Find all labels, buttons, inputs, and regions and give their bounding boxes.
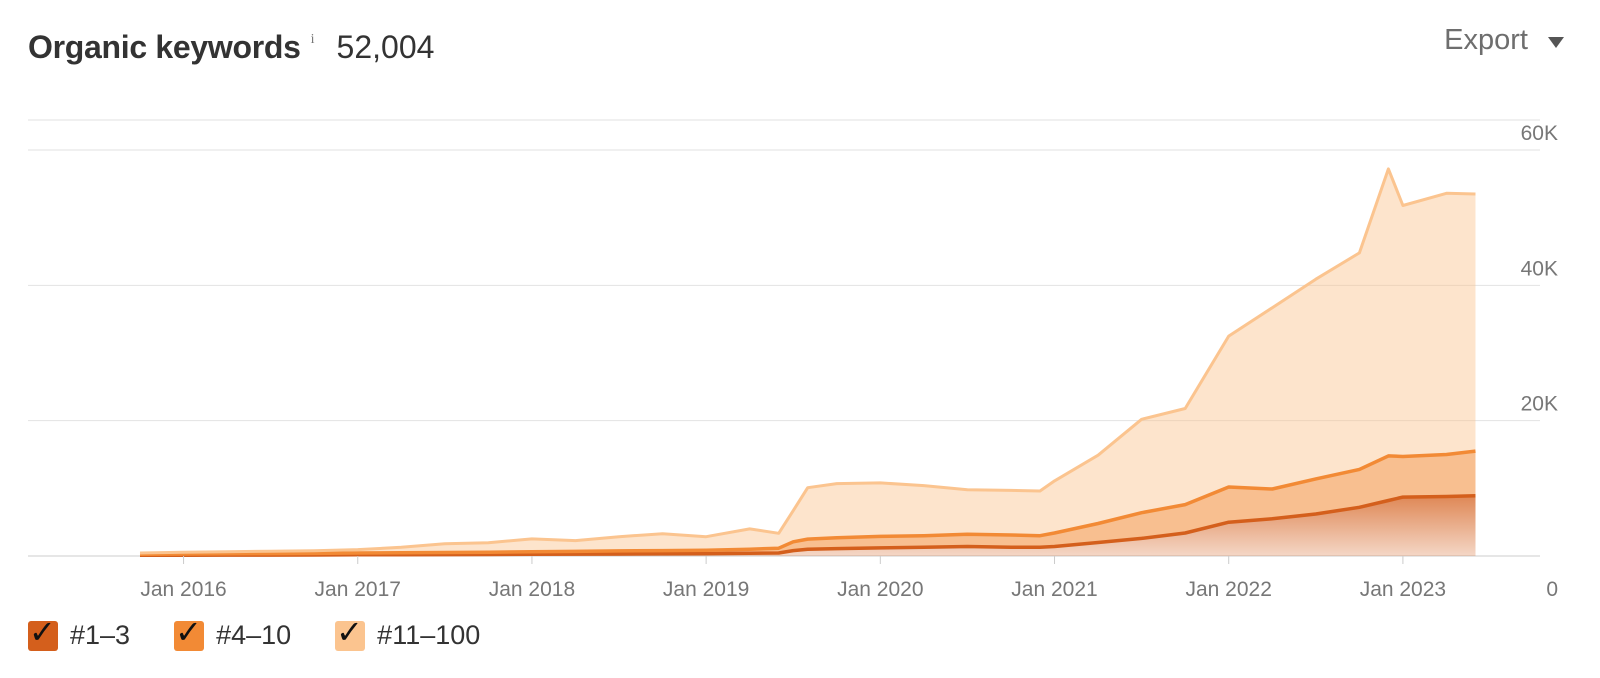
checkbox-top10[interactable]: ✓ — [174, 613, 205, 651]
series-line-top10 — [139, 449, 1476, 557]
x-tick-label: Jan 2016 — [140, 578, 226, 601]
chart-legend: ✓ #1–3 ✓ #4–10 ✓ #11–100 — [28, 613, 524, 651]
y-tick-label: 20K — [1521, 393, 1558, 416]
x-tick-label: Jan 2017 — [315, 578, 401, 601]
checkbox-top3[interactable]: ✓ — [28, 613, 58, 651]
keyword-total: 52,004 — [336, 28, 435, 65]
x-tick-label: Jan 2021 — [1011, 578, 1097, 601]
x-tick-label: Jan 2020 — [837, 578, 923, 601]
series-line-top100 — [139, 167, 1476, 555]
legend-label-top100: #11–100 — [377, 620, 481, 650]
area-top100 — [140, 168, 1476, 555]
legend-label-top3: #1–3 — [70, 620, 131, 650]
legend-item-top3[interactable]: ✓ #1–3 — [28, 613, 131, 651]
organic-keywords-chart: 0 20K 40K 60K Jan 2016 Jan 2017 Jan 2018 Jan 20… — [28, 119, 1558, 601]
area-top3 — [140, 495, 1476, 556]
x-tick-label: Jan 2019 — [663, 578, 749, 601]
chart-header: Organic keywords i 52,004 — [28, 22, 434, 72]
y-tick-label: 60K — [1521, 122, 1558, 145]
x-tick-label: Jan 2023 — [1360, 578, 1446, 601]
legend-item-top100[interactable]: ✓ #11–100 — [335, 613, 481, 651]
chart-title: Organic keywords — [28, 28, 301, 65]
checkmark-icon: ✓ — [336, 612, 363, 651]
checkmark-icon: ✓ — [175, 612, 202, 651]
area-top10 — [140, 451, 1476, 556]
info-icon[interactable]: i — [310, 32, 315, 47]
legend-item-top10[interactable]: ✓ #4–10 — [174, 613, 292, 651]
caret-down-icon — [1548, 37, 1564, 48]
y-tick-label: 40K — [1521, 257, 1558, 280]
x-tick-label: Jan 2022 — [1185, 578, 1271, 601]
y-tick-label: 0 — [1546, 578, 1558, 601]
checkbox-top100[interactable]: ✓ — [335, 613, 366, 651]
export-button[interactable]: Export — [1444, 24, 1564, 57]
series-line-top3 — [139, 494, 1476, 558]
legend-label-top10: #4–10 — [216, 620, 292, 650]
checkmark-icon: ✓ — [29, 612, 56, 651]
export-label: Export — [1444, 24, 1528, 56]
x-tick-label: Jan 2018 — [489, 578, 575, 601]
